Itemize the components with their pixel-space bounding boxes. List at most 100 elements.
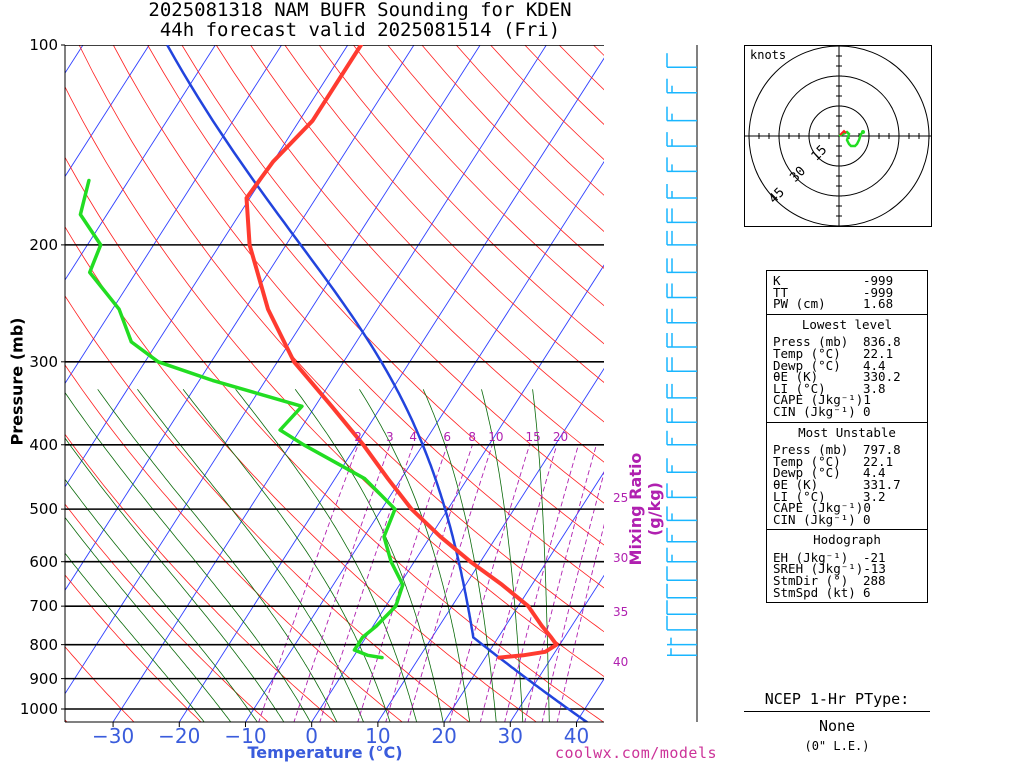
moist-adiabat-line: [481, 389, 524, 722]
moist-adiabat-line: [65, 552, 205, 722]
lowest-level-section: Lowest level Press (mb) 836.8 Temp (°C) 22.…: [767, 313, 927, 422]
temperature-tick-label: −10: [224, 724, 267, 748]
param-label: LI (°C): [773, 488, 826, 504]
param-value: 22.1: [863, 345, 894, 361]
wind-barb: [666, 258, 697, 274]
dry-adiabat-line: [65, 156, 604, 722]
param-label: Press (mb): [773, 334, 849, 350]
param-row: K -999: [773, 273, 921, 288]
temperature-tick-label: 40: [563, 724, 590, 748]
mixing-ratio-tick-label: 35: [613, 605, 629, 619]
moist-adiabat-line: [294, 389, 444, 722]
isobar-lines: [65, 45, 604, 710]
dry-adiabat-line: [731, 45, 745, 723]
isotherm-line: [65, 45, 282, 385]
wind-barb: [666, 157, 697, 173]
mixing-ratio-tick-label: 2: [354, 429, 362, 444]
moist-adiabat-line: [182, 389, 391, 722]
pressure-tick-label: 700: [29, 597, 58, 616]
moist-adiabat-line: [235, 389, 418, 722]
moist-adiabat-line: [65, 478, 258, 722]
param-value: 836.8: [863, 334, 901, 350]
param-row: LI (°C) 3.8: [773, 380, 921, 396]
wind-barb: [666, 283, 697, 299]
param-row: CAPE (Jkg⁻¹) 0: [773, 502, 921, 514]
param-row: StmSpd (kt) 6: [773, 584, 921, 600]
wind-barb: [666, 547, 697, 563]
param-label: TT: [773, 284, 789, 300]
most-unstable-section: Most Unstable Press (mb) 797.8 Temp (°C) 22…: [767, 421, 927, 530]
param-label: CIN (Jkg⁻¹): [773, 403, 856, 419]
chart-title-line2: 44h forecast valid 2025081514 (Fri): [159, 19, 561, 41]
background-grid: [65, 45, 745, 723]
moist-adiabat-line: [137, 389, 364, 722]
dry-adiabat-line: [65, 574, 202, 722]
wind-barb: [666, 615, 697, 631]
param-value: -999: [863, 273, 894, 288]
param-value: 3.8: [863, 380, 886, 396]
wind-barb: [666, 132, 697, 147]
wind-barb: [666, 184, 697, 199]
wind-barb: [666, 208, 697, 224]
mixing-ratio-tick-label: 8: [468, 429, 477, 444]
credit-text: coolwx.com/models: [555, 744, 718, 762]
parameter-table: K -999 TT -999 PW (cm) 1.68 Lowest level Pres…: [766, 270, 928, 604]
moist-adiabat-line: [65, 437, 285, 722]
hodograph-params-title: Hodograph: [813, 532, 881, 548]
isotherm-line: [377, 367, 604, 722]
sounding-traces: [78, 45, 559, 660]
mixing-ratio-tick-label: 10: [488, 429, 504, 444]
mixing-ratio-line: [385, 444, 473, 722]
mixing-ratio-tick-label: 4: [409, 429, 417, 444]
mixing-ratio-line: [541, 471, 604, 722]
wind-barb: [666, 506, 697, 522]
isotherm-line: [65, 45, 216, 281]
pressure-tick-label: 300: [29, 352, 58, 371]
param-row: θE (K) 330.2: [773, 371, 921, 383]
dry-adiabat-line: [65, 226, 537, 722]
param-row: Press (mb) 836.8: [773, 336, 921, 348]
dry-adiabat-line: [65, 433, 336, 722]
param-label: Dewp (°C): [773, 357, 841, 373]
wind-barb: [666, 583, 697, 599]
wind-barb: [666, 333, 697, 348]
dry-adiabat-line: [65, 646, 135, 722]
hodograph-params-section: Hodograph EH (Jkg⁻¹) -21 SREH (Jkg⁻¹) -13 St…: [767, 529, 927, 602]
dry-adiabat-line: [318, 45, 604, 345]
moist-adiabat-line: [422, 389, 497, 722]
param-value: 6: [863, 584, 871, 600]
param-row: CIN (Jkg⁻¹) 0: [773, 403, 921, 419]
param-value: 22.1: [863, 453, 894, 469]
pressure-tick-label: 900: [29, 669, 58, 688]
x-axis-label: Temperature (°C): [247, 743, 403, 762]
dewpoint-trace: [78, 178, 405, 660]
param-label: SREH (Jkg⁻¹): [773, 561, 864, 577]
param-row: SREH (Jkg⁻¹) -13: [773, 563, 921, 575]
precip-type-box: NCEP 1-Hr PType: None (0" L.E.): [744, 690, 930, 753]
dry-adiabat-line: [250, 45, 604, 423]
wind-barb: [666, 230, 697, 246]
dry-adiabat-line: [112, 45, 604, 589]
y-axis-label: Pressure (mb): [7, 317, 27, 446]
dry-adiabat-line: [65, 364, 403, 722]
param-value: 4.4: [863, 465, 886, 481]
param-value: 4.4: [863, 357, 886, 373]
mixing-ratio-line: [504, 444, 579, 722]
skew-t-diagram: [61, 44, 745, 727]
param-label: CIN (Jkg⁻¹): [773, 511, 856, 527]
param-value: 0: [863, 511, 871, 527]
param-row: PW (cm) 1.68: [773, 298, 921, 310]
isotherm-line: [575, 678, 604, 722]
param-label: Temp (°C): [773, 345, 841, 361]
param-value: -999: [863, 284, 894, 300]
pressure-tick-label: 100: [29, 36, 58, 54]
chart-title-line1: 2025081318 NAM BUFR Sounding for KDEN: [148, 0, 572, 21]
param-value: 3.2: [863, 488, 886, 504]
wind-barb: [666, 357, 697, 373]
mixing-ratio-lines: [258, 444, 604, 722]
pressure-tick-label: 600: [29, 552, 58, 571]
param-row: StmDir (°) 288: [773, 575, 921, 587]
param-label: θE (K): [773, 476, 819, 492]
wind-barb: [666, 430, 697, 446]
